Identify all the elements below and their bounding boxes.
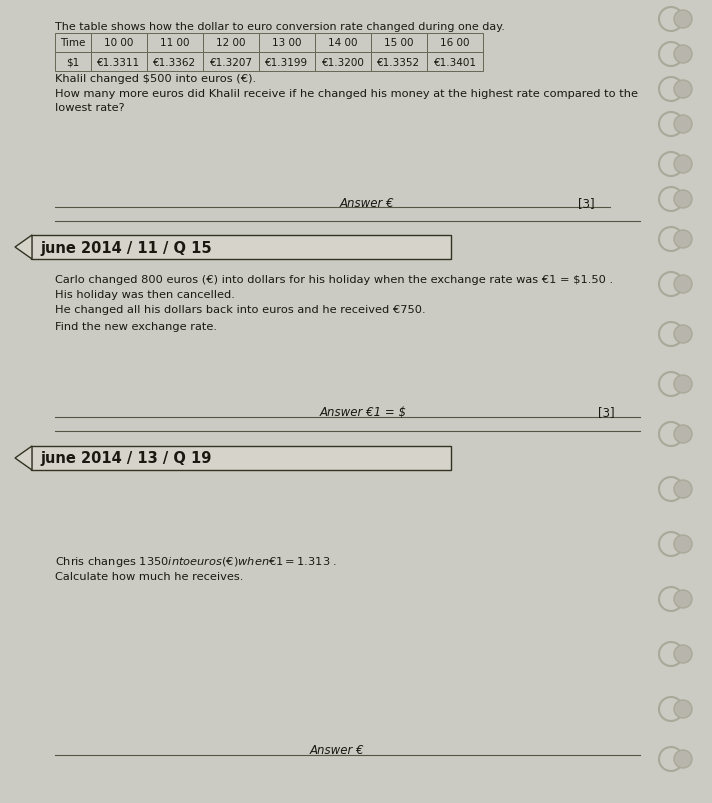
Text: 15 00: 15 00 — [384, 39, 414, 48]
Circle shape — [659, 697, 683, 721]
Circle shape — [659, 43, 683, 67]
Bar — [147, 53, 203, 72]
Bar — [91, 53, 147, 72]
Circle shape — [659, 478, 683, 501]
Bar — [55, 53, 91, 72]
Text: Time: Time — [61, 39, 85, 48]
Text: 16 00: 16 00 — [440, 39, 470, 48]
Text: How many more euros did Khalil receive if he changed his money at the highest ra: How many more euros did Khalil receive i… — [55, 89, 638, 99]
Circle shape — [659, 373, 683, 397]
Circle shape — [659, 153, 683, 177]
Circle shape — [674, 750, 692, 768]
Bar — [31, 446, 451, 471]
Text: €1.3311: €1.3311 — [98, 58, 140, 67]
Text: lowest rate?: lowest rate? — [55, 103, 125, 113]
Text: €1.3199: €1.3199 — [266, 58, 308, 67]
Text: 13 00: 13 00 — [272, 39, 302, 48]
Text: june 2014 / 11 / Q 15: june 2014 / 11 / Q 15 — [40, 240, 211, 255]
Circle shape — [659, 422, 683, 446]
Text: 10 00: 10 00 — [105, 39, 134, 48]
Circle shape — [674, 536, 692, 553]
Bar — [315, 53, 371, 72]
Text: Answer €: Answer € — [340, 197, 394, 210]
Circle shape — [659, 532, 683, 556]
Text: june 2014 / 13 / Q 19: june 2014 / 13 / Q 19 — [40, 451, 211, 466]
Text: The table shows how the dollar to euro conversion rate changed during one day.: The table shows how the dollar to euro c… — [55, 22, 505, 32]
Text: Khalil changed $500 into euros (€).: Khalil changed $500 into euros (€). — [55, 74, 256, 84]
Text: Carlo changed 800 euros (€) into dollars for his holiday when the exchange rate : Carlo changed 800 euros (€) into dollars… — [55, 275, 613, 284]
Circle shape — [659, 188, 683, 212]
Circle shape — [674, 116, 692, 134]
Text: His holiday was then cancelled.: His holiday was then cancelled. — [55, 290, 235, 300]
Circle shape — [674, 230, 692, 249]
Text: 14 00: 14 00 — [328, 39, 357, 48]
Text: Find the new exchange rate.: Find the new exchange rate. — [55, 321, 217, 332]
Circle shape — [659, 323, 683, 347]
Bar — [91, 34, 147, 53]
Circle shape — [674, 376, 692, 393]
Text: 11 00: 11 00 — [160, 39, 190, 48]
Circle shape — [659, 78, 683, 102]
Circle shape — [674, 325, 692, 344]
Circle shape — [674, 156, 692, 173]
Bar — [55, 34, 91, 53]
Circle shape — [674, 81, 692, 99]
Circle shape — [674, 645, 692, 663]
Bar — [259, 53, 315, 72]
Text: Answer €: Answer € — [310, 743, 365, 756]
Text: [3]: [3] — [598, 406, 614, 418]
Text: He changed all his dollars back into euros and he received €750.: He changed all his dollars back into eur… — [55, 304, 426, 315]
Bar — [31, 236, 451, 259]
Bar — [371, 34, 427, 53]
Bar — [315, 34, 371, 53]
Text: Calculate how much he receives.: Calculate how much he receives. — [55, 571, 244, 581]
Circle shape — [674, 191, 692, 209]
Bar — [259, 34, 315, 53]
Text: Answer €1 = $: Answer €1 = $ — [320, 406, 407, 418]
Circle shape — [659, 228, 683, 251]
Bar — [203, 53, 259, 72]
Polygon shape — [15, 446, 32, 471]
Text: €1.3401: €1.3401 — [434, 58, 476, 67]
Text: Chris changes $1350 into euros (€) when €1 = $1.313 .: Chris changes $1350 into euros (€) when … — [55, 554, 337, 569]
Circle shape — [674, 11, 692, 29]
Bar — [147, 34, 203, 53]
Text: [3]: [3] — [578, 197, 595, 210]
Bar — [371, 53, 427, 72]
Circle shape — [674, 700, 692, 718]
Text: €1.3200: €1.3200 — [322, 58, 365, 67]
Circle shape — [659, 8, 683, 32]
Polygon shape — [15, 236, 32, 259]
Circle shape — [674, 46, 692, 64]
Circle shape — [659, 113, 683, 137]
Bar — [203, 34, 259, 53]
Text: $1: $1 — [66, 58, 80, 67]
Circle shape — [674, 426, 692, 443]
Text: €1.3352: €1.3352 — [377, 58, 421, 67]
Bar — [427, 34, 483, 53]
Circle shape — [659, 273, 683, 296]
Circle shape — [659, 642, 683, 666]
Circle shape — [674, 275, 692, 294]
Text: €1.3207: €1.3207 — [209, 58, 253, 67]
Text: 12 00: 12 00 — [216, 39, 246, 48]
Bar — [427, 53, 483, 72]
Circle shape — [659, 747, 683, 771]
Circle shape — [659, 587, 683, 611]
Text: €1.3362: €1.3362 — [154, 58, 197, 67]
Circle shape — [674, 480, 692, 499]
Circle shape — [674, 590, 692, 608]
